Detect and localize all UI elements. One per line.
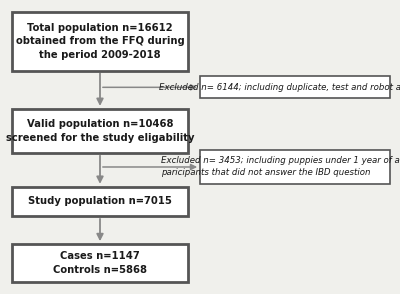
FancyBboxPatch shape	[12, 244, 188, 282]
FancyBboxPatch shape	[12, 12, 188, 71]
FancyBboxPatch shape	[12, 187, 188, 216]
FancyBboxPatch shape	[12, 109, 188, 153]
Text: Study population n=7015: Study population n=7015	[28, 196, 172, 206]
Text: Cases n=1147
Controls n=5868: Cases n=1147 Controls n=5868	[53, 251, 147, 275]
Text: Excluded n= 6144; including duplicate, test and robot answers: Excluded n= 6144; including duplicate, t…	[159, 83, 400, 92]
FancyBboxPatch shape	[200, 150, 390, 184]
FancyBboxPatch shape	[200, 76, 390, 98]
Text: Total population n=16612
obtained from the FFQ during
the period 2009-2018: Total population n=16612 obtained from t…	[16, 23, 184, 60]
Text: Excluded n= 3453; including puppies under 1 year of age and
paricipants that did: Excluded n= 3453; including puppies unde…	[161, 156, 400, 177]
Text: Valid population n=10468
screened for the study eligability: Valid population n=10468 screened for th…	[6, 119, 194, 143]
